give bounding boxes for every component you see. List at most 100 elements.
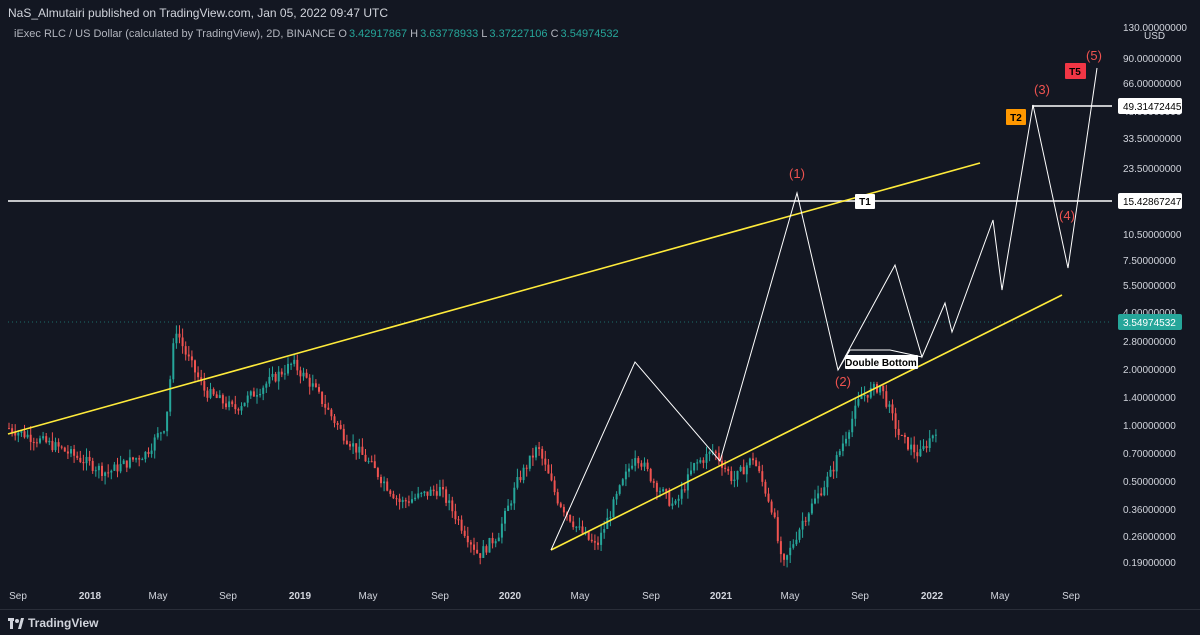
candle-body (209, 389, 212, 398)
wave-projection-line (550, 67, 1098, 551)
candle-body (755, 460, 758, 467)
candle-body (125, 460, 128, 468)
candle-body (339, 424, 342, 429)
x-axis-tick: Sep (9, 591, 27, 602)
candle-body (869, 387, 872, 398)
candle-body (742, 466, 745, 475)
wave-label: (2) (835, 374, 851, 389)
candle-body (637, 458, 640, 464)
candle-body (212, 389, 215, 395)
candle-body (318, 387, 320, 392)
candle-body (810, 503, 813, 514)
candle-body (491, 537, 494, 544)
candle-body (417, 493, 420, 498)
candle-body (277, 371, 280, 382)
x-axis-tick: May (359, 591, 378, 602)
candle-body (677, 498, 680, 501)
y-axis-tick: 66.00000000 (1123, 79, 1182, 90)
candle-body (680, 489, 683, 499)
candle-body (51, 440, 54, 451)
candle-body (460, 519, 463, 531)
y-axis-tick: 0.19000000 (1123, 558, 1176, 569)
candle-body (717, 452, 720, 461)
candle-body (795, 539, 798, 545)
candle-body (838, 451, 841, 456)
y-axis-tick: 0.36000000 (1123, 505, 1176, 516)
candle-body (606, 517, 609, 530)
candle-body (336, 423, 339, 425)
last-price-text: 3.54974532 (1123, 318, 1176, 329)
candle-body (283, 373, 286, 375)
ohlc-value-c: 3.54974532 (560, 28, 619, 40)
candle-body (900, 435, 903, 437)
candle-body (85, 456, 88, 464)
candle-body (426, 491, 429, 496)
candle-body (296, 359, 299, 371)
candle-body (572, 521, 575, 528)
footer-bar: TradingView (0, 609, 1200, 635)
candle-body (798, 529, 801, 540)
candle-body (345, 440, 348, 445)
candle-body (693, 463, 696, 471)
candle-body (370, 461, 373, 463)
candle-body (104, 472, 107, 476)
candle-body (42, 436, 45, 439)
candle-body (919, 449, 922, 457)
candle-body (851, 418, 854, 433)
candle-body (690, 470, 692, 475)
candle-body (879, 385, 882, 393)
ohlc-values: O 3.42917867 H 3.63778933 L 3.37227106 C 3.5… (338, 28, 618, 40)
candle-body (88, 456, 91, 461)
ohlc-key-o: O (338, 28, 347, 40)
candle-body (91, 460, 94, 471)
candle-body (376, 468, 379, 477)
candle-body (556, 492, 559, 504)
y-axis-tick: 33.50000000 (1123, 134, 1182, 145)
candle-body (63, 447, 66, 452)
candle-body (200, 377, 203, 382)
candle-body (538, 447, 541, 449)
candle-body (358, 446, 361, 453)
candle-body (593, 541, 596, 543)
candle-body (702, 460, 705, 463)
y-axis-tick: 0.70000000 (1123, 449, 1176, 460)
x-axis-tick: Sep (851, 591, 869, 602)
candle-body (70, 449, 72, 454)
candle-body (8, 428, 10, 430)
candle-body (101, 465, 103, 476)
candle-body (860, 395, 863, 400)
candle-body (758, 466, 761, 472)
candle-body (361, 446, 364, 455)
candle-body (14, 432, 17, 436)
candle-body (525, 467, 528, 469)
candle-body (367, 461, 370, 463)
x-axis-tick: 2022 (921, 591, 944, 602)
y-axis-tick: 5.50000000 (1123, 281, 1176, 292)
candle-body (324, 403, 327, 408)
candle-body (609, 517, 612, 519)
candle-body (773, 512, 776, 518)
price-chart[interactable]: 130.0000000090.0000000066.0000000048.000… (0, 0, 1200, 610)
double-bottom-neckline (837, 349, 923, 371)
candle-body (246, 395, 249, 403)
candle-body (203, 381, 206, 391)
candle-body (535, 447, 537, 458)
y-axis-tick: 10.50000000 (1123, 230, 1182, 241)
candle-body (271, 373, 274, 377)
candle-body (135, 458, 138, 460)
candle-body (662, 489, 665, 492)
candle-body (274, 373, 277, 382)
ohlc-key-l: L (478, 28, 488, 40)
candle-body (445, 489, 448, 503)
candle-body (153, 437, 156, 451)
candle-body (752, 458, 754, 461)
candle-body (863, 394, 866, 396)
candle-body (845, 438, 847, 444)
level-t1-price-text: 15.42867247 (1123, 197, 1182, 208)
candle-body (119, 463, 122, 472)
candle-body (256, 395, 258, 397)
candle-body (829, 469, 832, 477)
candle-body (494, 541, 497, 544)
candle-body (113, 464, 116, 471)
candle-body (739, 466, 742, 471)
